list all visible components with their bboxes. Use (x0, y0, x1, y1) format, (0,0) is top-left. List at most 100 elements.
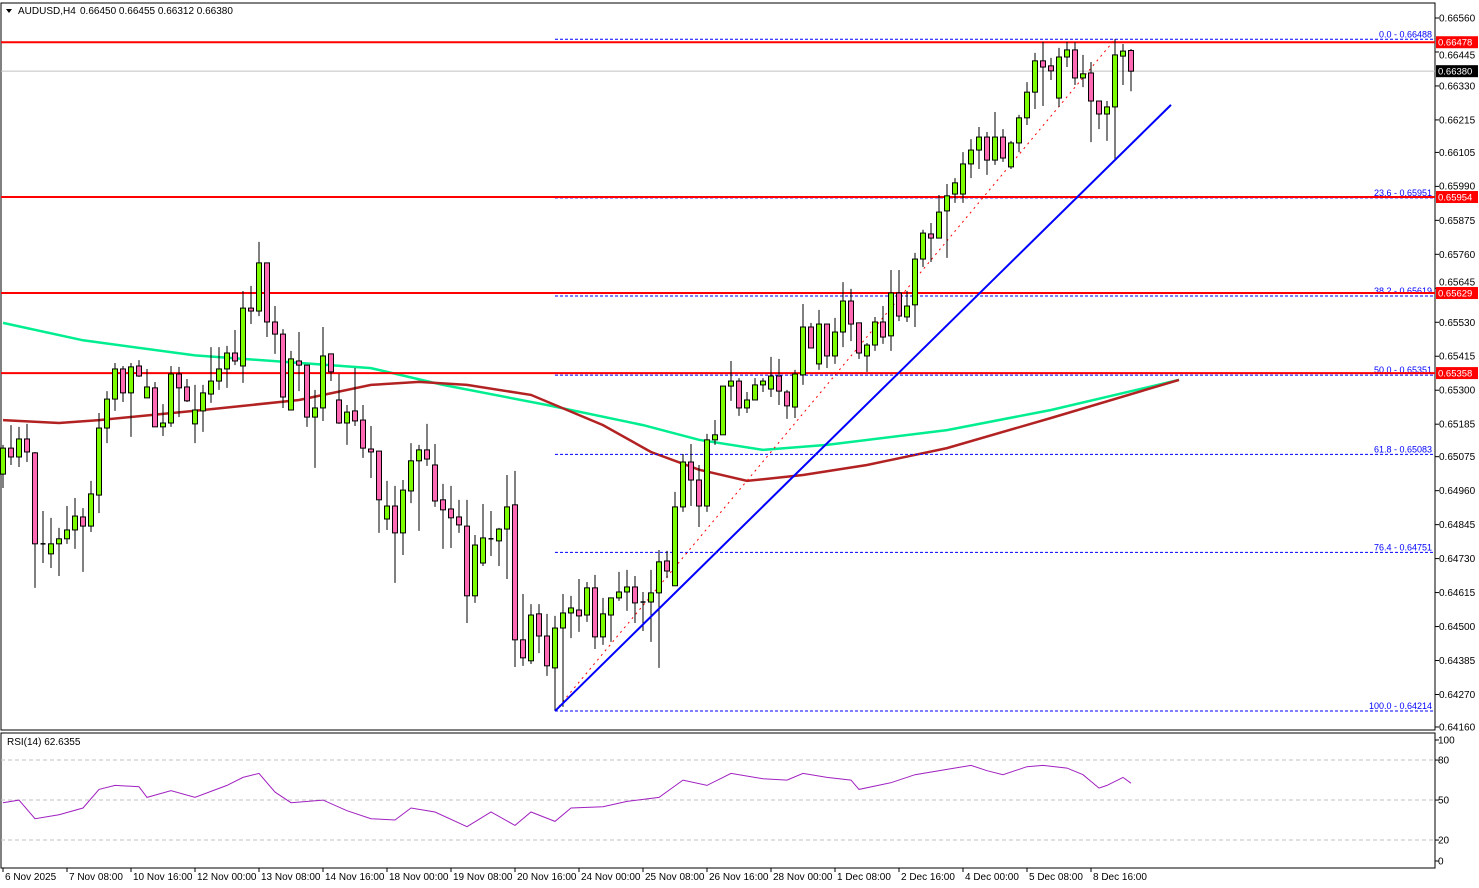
candle (112, 363, 118, 411)
candle (1096, 100, 1102, 130)
candle-body-bear (1000, 136, 1006, 159)
candle (560, 594, 566, 707)
candle (400, 480, 406, 556)
candle (480, 503, 486, 566)
trendline[interactable] (554, 104, 1172, 712)
candle (624, 569, 630, 611)
candle (224, 345, 230, 388)
candle (808, 322, 814, 349)
y-axis-tick-label: 0.64160 (1439, 722, 1476, 733)
candle (136, 360, 142, 377)
candle (424, 423, 430, 466)
y-axis-tick-label: 0.65760 (1439, 250, 1476, 261)
time-axis-label: 6 Nov 2025 (5, 872, 57, 883)
candle (336, 373, 342, 424)
y-axis-tick-label: 0.65875 (1439, 216, 1476, 227)
candle-body-bull (744, 399, 750, 409)
time-axis-label: 7 Nov 08:00 (69, 872, 123, 883)
rsi-axis-label: 50 (1438, 796, 1450, 807)
candle (936, 194, 942, 239)
candle-body-bull (312, 407, 318, 418)
candle-body-bear (304, 364, 310, 418)
candle-body-bear (184, 386, 190, 402)
candle-body-bear (176, 373, 182, 389)
moving-average-brown (2, 378, 1180, 483)
candle (408, 443, 414, 504)
candle (1128, 49, 1134, 92)
candle (440, 483, 446, 549)
current-price-badge-text: 0.66380 (1438, 67, 1472, 78)
candle (272, 306, 278, 354)
candle-body-bear (544, 635, 550, 667)
level-price-badge (1436, 191, 1478, 204)
candle (280, 329, 286, 408)
candle (968, 139, 974, 179)
candle-body-bull (960, 163, 966, 195)
time-axis-label: 14 Nov 16:00 (325, 872, 385, 883)
candle (64, 506, 70, 544)
fib-level-label: 76.4 - 0.64751 (1374, 542, 1432, 552)
candle-body-bull (552, 627, 558, 669)
candle-body-bull (1080, 73, 1086, 79)
candle (416, 444, 422, 531)
candle-body-bull (504, 506, 510, 530)
candle (720, 385, 726, 436)
candle (264, 262, 270, 338)
candle-body-bull (1024, 91, 1030, 119)
candle (616, 571, 622, 601)
candle-body-bull (680, 461, 686, 508)
time-axis-label: 10 Nov 16:00 (133, 872, 193, 883)
candle (160, 404, 166, 437)
candle (832, 317, 838, 364)
candle (944, 184, 950, 258)
candle-body-bear (984, 136, 990, 161)
candle (24, 423, 30, 463)
candle (792, 369, 798, 418)
candle-body-bull (672, 506, 678, 587)
current-price-badge (1436, 65, 1478, 78)
main-price-panel[interactable]: 0.66560 0.66445 0.66330 0.66215 0.66105 0.659… (0, 2, 1479, 733)
level-price-badge-text: 0.66478 (1438, 38, 1472, 49)
y-axis-tick-label: 0.64500 (1439, 622, 1476, 633)
candle (72, 498, 78, 549)
candle-body-bear (808, 326, 814, 349)
candle (528, 604, 534, 665)
y-axis-tick-label: 0.65530 (1439, 318, 1476, 329)
fib-level-label: 0.0 - 0.66488 (1379, 29, 1432, 39)
candle-body-bear (152, 387, 158, 428)
candle (1112, 39, 1118, 159)
candle (760, 378, 766, 392)
candle (304, 364, 310, 427)
candle (496, 527, 502, 566)
candle-body-bull (160, 422, 166, 428)
candle (688, 443, 694, 507)
time-axis-label: 8 Dec 16:00 (1093, 872, 1147, 883)
candle (368, 425, 374, 478)
candle-body-bull (200, 392, 206, 412)
candle-body-bull (624, 586, 630, 593)
candle (1008, 140, 1014, 169)
time-axis-label: 2 Dec 16:00 (901, 872, 955, 883)
candle-body-bull (480, 537, 486, 564)
candle-body-bear (336, 399, 342, 424)
candle-body-bull (1120, 50, 1126, 57)
candle-body-bull (96, 427, 102, 496)
candle (128, 363, 134, 437)
candle-body-bull (904, 305, 910, 318)
candle (776, 358, 782, 405)
triangle-down-icon[interactable] (6, 9, 12, 13)
candle (488, 511, 494, 556)
candle (16, 426, 22, 468)
candle (144, 368, 150, 399)
candle (296, 332, 302, 392)
candle-body-bear (856, 322, 862, 354)
candle (880, 306, 886, 344)
candle-body-bear (8, 447, 14, 458)
rsi-panel[interactable]: 100 80 50 20 0 RSI(14) 62.6355 (0, 732, 1455, 869)
candle-body-bear (592, 587, 598, 638)
candle-body-bull (288, 358, 294, 411)
y-axis-tick-label: 0.65415 (1439, 352, 1476, 363)
candle (768, 356, 774, 398)
candle-body-bull (88, 493, 94, 527)
